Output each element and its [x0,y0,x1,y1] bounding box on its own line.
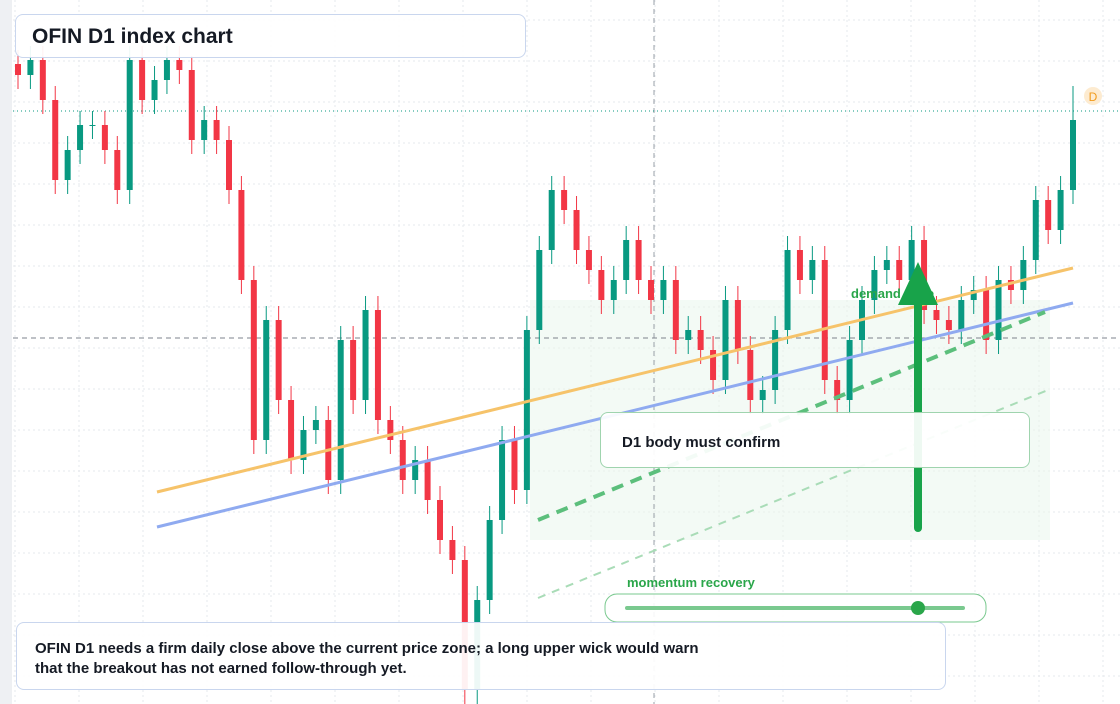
candle-body [163,60,170,80]
candle-body [685,330,692,340]
candle-body [238,190,245,280]
badge-bg [1084,87,1102,105]
candle-body [362,310,369,400]
candle-body [114,150,121,190]
candle-body [883,260,890,270]
candle-body [337,340,344,480]
candle-body [784,250,791,330]
candle-body [610,280,617,300]
note: OFIN D1 needs a firm daily close above t… [16,622,946,690]
candle-body [623,240,630,280]
candle-body [970,290,977,300]
left-strip [0,0,12,704]
candle-body [39,60,46,100]
candle-body [15,64,21,75]
candle-body [424,460,431,500]
candle-body [437,500,443,540]
candle-body [585,250,592,270]
candle-body [52,100,59,180]
candle-body [412,460,419,480]
projection-line [537,310,1046,522]
candle-body [511,440,518,490]
candle-body [660,280,667,300]
candle-body [1070,120,1076,190]
candle-body [1007,280,1014,290]
candle-body [921,240,928,310]
candle-body [995,280,1002,340]
chart-title: OFIN D1 index chart [15,14,526,58]
candle-body [213,120,220,140]
candle-body [312,420,319,430]
projection-line-faint [537,389,1049,599]
badge: D [1089,90,1098,104]
candle-body [387,420,394,440]
candle-body [176,60,183,70]
candle-body [1057,190,1064,230]
candle-body [548,190,555,250]
candle-body [1032,200,1039,260]
candle-body [772,330,779,390]
candle-body [151,80,158,100]
candle-body [561,190,568,210]
candle-body [573,210,580,250]
candle-body [598,270,605,300]
candle-body [250,280,257,440]
candle-body [958,300,965,330]
candle-body [300,430,307,460]
candle-body [722,300,729,380]
candle-body [697,330,704,350]
slider-knob [911,601,925,615]
candle-body [809,260,816,280]
arrow-head [898,262,938,305]
candle-body [449,540,456,560]
candle-body [983,290,990,340]
candle-body [499,440,506,520]
slider-label: momentum recovery [627,575,756,590]
callout: D1 body must confirm [600,412,1030,468]
candle-body [635,240,642,280]
candle-body [126,60,133,190]
candle-body [796,250,803,280]
candle-body [89,125,96,126]
candle-body [834,380,841,400]
candle-body [374,310,381,420]
candle-body [710,350,717,380]
candle-body [1045,200,1052,230]
candle-body [275,320,282,400]
candle-body [896,260,903,280]
candle-body [1020,260,1027,290]
candle-body [672,280,679,340]
candle-body [486,520,493,600]
candle-body [64,150,71,180]
candle-body [945,320,952,330]
candle-body [871,270,878,300]
candle-body [201,120,208,140]
candle-body [846,340,853,400]
candles [15,46,1076,704]
candle-body [350,340,357,400]
candle-body [77,125,84,150]
candle-body [263,320,270,440]
candle-body [399,440,406,480]
candle-body [27,60,34,75]
candle-body [288,400,295,460]
candle-body [101,125,108,150]
candle-body [188,70,195,140]
candle-body [908,240,915,280]
candle-body [821,260,828,380]
candle-body [734,300,741,350]
candle-body [226,140,232,190]
candle-body [536,250,543,330]
candle-body [759,390,766,400]
candle-body [648,280,654,300]
note-text: OFIN D1 needs a firm daily close above t… [35,640,699,677]
candle-body [933,310,940,320]
candle-body [523,330,530,490]
candle-body [139,60,146,100]
candle-body [747,350,754,400]
